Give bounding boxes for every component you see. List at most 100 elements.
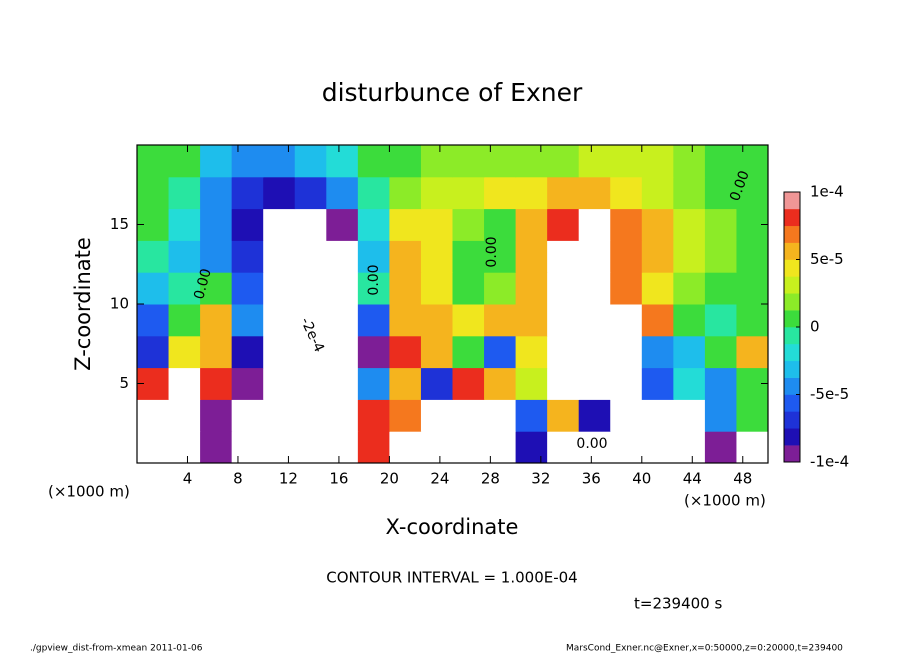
field-cell — [389, 304, 422, 337]
overlay: 4 8 12 16 20 24 28 32 36 40 44 48510151e-45e-50-5e-… — [110, 144, 849, 488]
field-cell — [515, 335, 548, 369]
field-cell — [547, 431, 580, 464]
contour-label: 0.00 — [484, 236, 500, 267]
field-cell — [736, 272, 769, 305]
field-cell — [200, 304, 233, 337]
field-cell — [168, 367, 201, 400]
x-tick-label: 20 — [380, 470, 399, 488]
contour-interval: CONTOUR INTERVAL = 1.000E-04 — [326, 569, 577, 587]
field-cell — [547, 335, 580, 369]
field-cell — [231, 335, 264, 369]
y-tick-label: 10 — [110, 295, 129, 313]
field-cell — [168, 431, 201, 464]
field-cell — [357, 399, 390, 432]
field-cell — [610, 176, 643, 210]
field-cell — [389, 335, 422, 369]
field-cell — [547, 367, 580, 400]
x-tick-label: 40 — [632, 470, 651, 488]
field-cell — [515, 240, 548, 273]
field-cell — [641, 176, 674, 210]
field-cell — [641, 145, 674, 178]
field-cell — [736, 431, 769, 464]
field-cell — [231, 208, 264, 241]
field-cell — [231, 240, 264, 273]
field-cell — [704, 335, 737, 369]
field-cell — [357, 335, 390, 369]
field-cell — [326, 399, 359, 432]
field-cell — [547, 304, 580, 337]
field-cell — [168, 176, 201, 210]
field-cell — [578, 176, 611, 210]
x-axis-label: X-coordinate — [386, 515, 519, 539]
field-cell — [736, 145, 769, 178]
x-tick-label: 28 — [481, 470, 500, 488]
field-cell — [200, 335, 233, 369]
field-cell — [673, 272, 706, 305]
field-cell — [200, 431, 233, 464]
field-cell — [420, 208, 453, 241]
field-cell — [484, 272, 517, 305]
field-cell — [420, 240, 453, 273]
field-cell — [326, 176, 359, 210]
field-cell — [326, 304, 359, 337]
field-cell — [263, 176, 296, 210]
colorbar-swatch — [784, 428, 800, 446]
field-cell — [704, 304, 737, 337]
field-cell — [452, 272, 485, 305]
field-cell — [137, 176, 170, 210]
field-cell — [294, 431, 327, 464]
contour-label: 0.00 — [366, 264, 382, 295]
field-cell — [610, 335, 643, 369]
field-cell — [420, 304, 453, 337]
field-cell — [168, 272, 201, 305]
field-cell — [294, 176, 327, 210]
field-cell — [484, 304, 517, 337]
field-cell — [420, 431, 453, 464]
field-cell — [357, 145, 390, 178]
field-cell — [389, 208, 422, 241]
field-cell — [200, 208, 233, 241]
field-cell — [578, 431, 611, 464]
field-cell — [263, 431, 296, 464]
field-cell — [326, 335, 359, 369]
field-cell — [263, 367, 296, 400]
x-tick-label: 4 — [183, 470, 193, 488]
field-cell — [452, 431, 485, 464]
field-cell — [294, 240, 327, 273]
field-cell — [641, 240, 674, 273]
field-cell — [137, 399, 170, 432]
field-cell — [357, 240, 390, 273]
field-cell — [515, 208, 548, 241]
field-cell — [484, 240, 517, 273]
field-cell — [736, 176, 769, 210]
field-cell — [168, 304, 201, 337]
field-cell — [452, 240, 485, 273]
field-cell — [200, 240, 233, 273]
field-cell — [137, 304, 170, 337]
chart-title: disturbunce of Exner — [322, 78, 583, 107]
field-cell — [420, 335, 453, 369]
field-cell — [641, 304, 674, 337]
field-cell — [168, 335, 201, 369]
field-cell — [389, 272, 422, 305]
colorbar-tick-label: 0 — [810, 318, 820, 336]
colorbar-swatch — [784, 225, 800, 243]
field-cell — [704, 272, 737, 305]
field-cell — [168, 208, 201, 241]
field-cell — [641, 431, 674, 464]
field-cell — [420, 367, 453, 400]
field-cell — [578, 145, 611, 178]
colorbar-tick-label: -1e-4 — [810, 453, 849, 471]
field-cell — [484, 208, 517, 241]
field-cell — [452, 367, 485, 400]
field-cell — [137, 431, 170, 464]
field — [137, 145, 769, 464]
field-cell — [389, 145, 422, 178]
field-cell — [673, 208, 706, 241]
field-cell — [484, 145, 517, 178]
field-cell — [137, 240, 170, 273]
colorbar-swatch — [784, 242, 800, 260]
field-cell — [231, 145, 264, 178]
field-cell — [200, 272, 233, 305]
